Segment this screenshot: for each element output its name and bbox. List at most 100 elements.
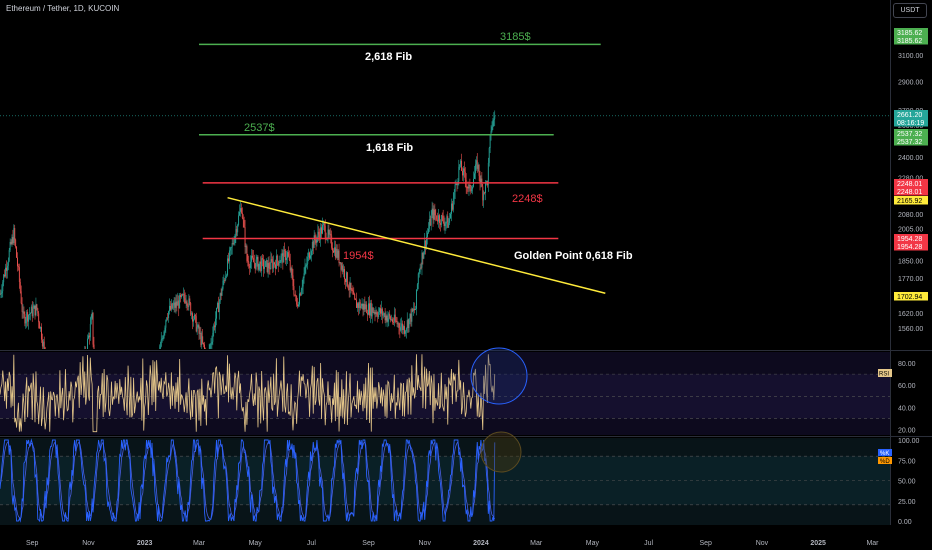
candle-body — [41, 339, 43, 347]
candle-body — [289, 259, 291, 271]
candle-body — [2, 282, 4, 292]
candle-body — [397, 323, 399, 325]
candle-body — [4, 274, 6, 277]
candle-body — [261, 258, 263, 271]
candle-body — [286, 257, 287, 261]
currency-button[interactable]: USDT — [893, 3, 927, 18]
candle-body — [15, 239, 17, 247]
candle-body — [39, 322, 41, 329]
candle-body — [169, 305, 170, 312]
candle-body — [413, 308, 415, 312]
candle-body — [436, 215, 438, 220]
candle-body — [233, 242, 235, 244]
candle-body — [290, 268, 292, 271]
candle-body — [92, 312, 94, 345]
price-label-box — [894, 137, 928, 146]
candle-body — [14, 228, 16, 240]
candle-body — [231, 243, 233, 248]
candle-body — [442, 216, 444, 222]
candle-body — [269, 268, 271, 270]
candle-body — [307, 257, 309, 264]
candle-body — [460, 160, 462, 165]
candle-body — [434, 209, 436, 215]
price-label-box — [894, 28, 928, 37]
candle-body — [340, 262, 342, 270]
candle-body — [176, 301, 178, 306]
candle-body — [35, 304, 37, 316]
candle-body — [276, 255, 278, 262]
candle-body — [380, 308, 381, 314]
candle-body — [374, 312, 376, 314]
candle-body — [252, 257, 254, 263]
time-tick: Jul — [307, 540, 316, 547]
candle-body — [203, 342, 205, 345]
price-tick: 2600.00 — [898, 123, 923, 130]
symbol-title[interactable]: Ethereum / Tether, 1D, KUCOIN — [6, 4, 120, 13]
candle-body — [260, 261, 262, 271]
candle-body — [298, 304, 299, 307]
candle-body — [272, 260, 274, 269]
candle-body — [357, 303, 359, 308]
candle-body — [387, 318, 389, 322]
price-label: 08:16:19 — [897, 120, 924, 127]
candle-body — [202, 336, 204, 343]
time-tick: Nov — [419, 540, 432, 547]
candle-body — [255, 259, 257, 269]
candle-body — [357, 303, 358, 308]
candle-body — [218, 301, 220, 313]
price-label-box — [894, 292, 928, 301]
candle-body — [407, 320, 409, 329]
candle-body — [400, 326, 402, 331]
candle-body — [183, 293, 185, 299]
candle-body — [226, 275, 228, 277]
candle-body — [259, 261, 261, 264]
candle-body — [439, 222, 441, 225]
candle-body — [7, 260, 9, 266]
candle-body — [193, 314, 195, 320]
candle-body — [452, 198, 454, 210]
candle-body — [394, 314, 396, 321]
candle-body — [33, 305, 35, 309]
candle-body — [304, 266, 306, 274]
candle-body — [275, 264, 276, 269]
price-tick: 2080.00 — [898, 212, 923, 219]
candle-body — [430, 214, 432, 226]
candle-body — [210, 343, 212, 345]
candle-body — [284, 249, 286, 251]
candle-body — [169, 305, 171, 310]
candle-body — [392, 321, 394, 323]
candle-body — [16, 246, 18, 258]
candle-body — [440, 215, 442, 225]
candle-body — [366, 304, 368, 314]
stoch-d-tag: %D — [880, 459, 890, 465]
candle-body — [90, 317, 92, 324]
candle-body — [298, 293, 300, 305]
candle-body — [363, 304, 365, 310]
candle-body — [335, 248, 337, 258]
candle-body — [10, 241, 12, 245]
candle-body — [280, 255, 282, 262]
candle-body — [193, 319, 194, 322]
price-tick: 3100.00 — [898, 53, 923, 60]
candle-body — [30, 306, 32, 314]
candle-body — [459, 164, 461, 167]
candle-body — [385, 315, 387, 321]
candle-body — [370, 303, 372, 317]
candle-body — [174, 302, 176, 308]
candle-body — [401, 323, 403, 327]
level-label: 3185$ — [500, 31, 531, 43]
candle-body — [420, 267, 422, 269]
stoch-tick: 100.00 — [898, 438, 920, 445]
candle-body — [321, 227, 322, 234]
candle-body — [435, 214, 437, 216]
candle-body — [237, 224, 239, 233]
time-tick: Sep — [26, 540, 39, 547]
candle-body — [198, 325, 200, 334]
candle-body — [29, 313, 31, 315]
rsi-highlight-circle — [470, 347, 528, 405]
candle-body — [437, 219, 439, 222]
candle-body — [391, 319, 393, 321]
candle-body — [412, 308, 414, 312]
candle-body — [38, 313, 40, 323]
